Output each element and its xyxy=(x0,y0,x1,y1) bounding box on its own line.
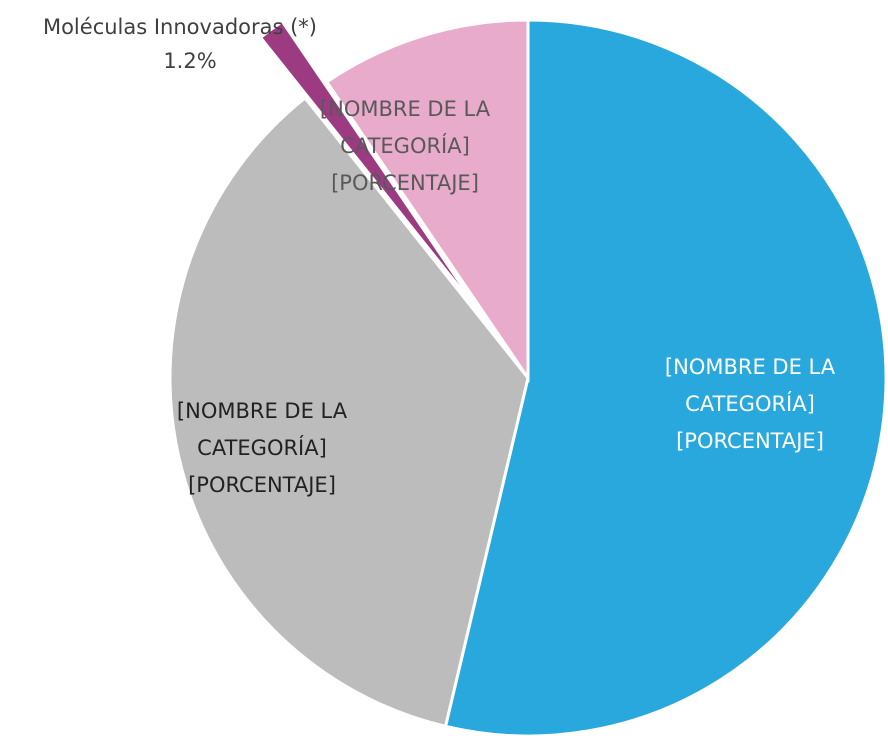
slice-value-label: [PORCENTAJE] xyxy=(676,429,824,453)
slice-label: [NOMBRE DE LA CATEGORÍA] xyxy=(665,355,836,416)
label-line: [NOMBRE DE LA xyxy=(665,355,836,379)
label-line: [NOMBRE DE LA xyxy=(320,97,491,121)
slice-label: [NOMBRE DE LA CATEGORÍA] xyxy=(177,399,348,460)
label-line: CATEGORÍA] xyxy=(685,391,815,416)
label-line: Moléculas Innovadoras (*) xyxy=(43,15,317,39)
slice-label: Moléculas Innovadoras (*) xyxy=(43,15,317,39)
pie-slice xyxy=(168,95,530,729)
label-line: CATEGORÍA] xyxy=(340,133,470,158)
slice-value-label: 1.2% xyxy=(163,49,216,73)
label-line: CATEGORÍA] xyxy=(197,435,327,460)
pie-slice xyxy=(258,19,485,319)
pie-slice xyxy=(324,18,530,383)
slice-value-label: [PORCENTAJE] xyxy=(188,473,336,497)
slice-value-label: [PORCENTAJE] xyxy=(331,171,479,195)
slice-label: [NOMBRE DE LA CATEGORÍA] xyxy=(320,97,491,158)
pie-slice xyxy=(443,18,888,736)
label-line: [NOMBRE DE LA xyxy=(177,399,348,423)
